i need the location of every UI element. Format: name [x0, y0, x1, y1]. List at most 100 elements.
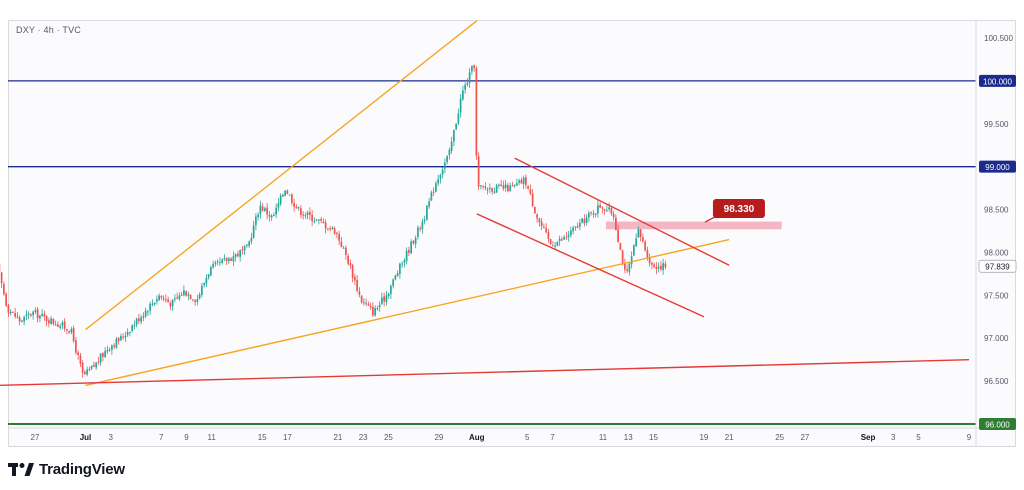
candle-body — [174, 298, 176, 300]
candle-body — [108, 349, 111, 351]
candle-body — [660, 265, 662, 270]
candle-body — [347, 255, 349, 264]
candle-body — [306, 212, 309, 215]
candle-body — [590, 212, 592, 214]
candle-body — [583, 218, 586, 224]
tradingview-logo[interactable]: TradingView — [8, 460, 125, 478]
candle-body — [464, 84, 466, 90]
candle-body — [482, 185, 484, 187]
candle-body — [437, 178, 439, 184]
candle-body — [207, 274, 210, 278]
candle-body — [563, 237, 565, 240]
candle-body — [619, 242, 622, 250]
candle-body — [90, 365, 93, 369]
candle-body — [268, 214, 271, 217]
candle-body — [165, 299, 167, 301]
candle-body — [646, 250, 649, 259]
candle-body — [522, 177, 525, 185]
candle-body — [408, 250, 410, 253]
candle-body — [221, 259, 223, 263]
time-tick-label: 7 — [550, 433, 555, 442]
candle-body — [624, 263, 626, 270]
candle-body — [264, 208, 266, 211]
candle-body — [612, 213, 615, 218]
candle-body — [450, 141, 453, 151]
candle-body — [617, 229, 619, 243]
candle-body — [554, 245, 556, 247]
candle-body — [439, 175, 442, 179]
candle-body — [318, 219, 320, 221]
time-tick-label: 19 — [699, 433, 708, 442]
time-tick-label: 29 — [434, 433, 443, 442]
time-tick-label: 3 — [109, 433, 114, 442]
candle-body — [45, 315, 48, 322]
candle-body — [70, 328, 73, 333]
candle-body — [111, 345, 113, 350]
candle-body — [257, 214, 259, 217]
candle-body — [333, 228, 336, 234]
tradingview-icon — [8, 462, 34, 476]
candle-body — [538, 218, 541, 222]
candle-body — [183, 290, 185, 296]
candle-body — [237, 253, 239, 256]
candle-body — [243, 246, 246, 251]
candle-body — [230, 258, 232, 261]
candle-body — [390, 285, 392, 294]
trendline-channel-top — [514, 157, 730, 266]
candle-body — [219, 262, 221, 264]
chart-title: DXY · 4h · TVC — [16, 25, 81, 35]
candle-body — [329, 228, 331, 230]
candle-body — [162, 298, 165, 300]
candle-body — [480, 185, 482, 187]
tradingview-wordmark: TradingView — [39, 460, 125, 478]
candle-body — [426, 205, 428, 220]
candle-body — [579, 222, 581, 227]
candle-body — [266, 207, 268, 215]
candle-body — [367, 304, 370, 306]
candle-body — [142, 316, 145, 318]
time-tick-label: 7 — [159, 433, 164, 442]
callout-price-label: 98.330 — [724, 204, 755, 215]
candle-body — [126, 332, 129, 335]
callout-box — [712, 199, 765, 218]
trendline-rising-support — [85, 238, 730, 387]
time-tick-label: 21 — [333, 433, 342, 442]
candle-body — [455, 123, 457, 130]
candle-body — [459, 98, 462, 113]
candle-body — [441, 169, 444, 175]
candle-body — [43, 313, 46, 317]
candle-body — [399, 263, 401, 275]
candle-body — [279, 195, 282, 205]
chart-frame[interactable] — [8, 20, 1016, 447]
candle-body — [153, 302, 156, 305]
candle-body — [129, 331, 131, 333]
candle-body — [448, 149, 451, 156]
candle-body — [84, 372, 86, 375]
candle-body — [378, 304, 381, 308]
candle-body — [25, 314, 28, 316]
candle-body — [97, 361, 100, 363]
candle-body — [471, 66, 473, 72]
candle-body — [309, 212, 311, 216]
candle-body — [124, 335, 127, 338]
candle-body — [41, 314, 43, 317]
candle-body — [466, 82, 469, 85]
candle-body — [486, 189, 489, 191]
candle-body — [259, 205, 262, 215]
candle-body — [610, 207, 613, 214]
callout-pointer — [704, 216, 716, 223]
time-tick-label: 23 — [359, 433, 368, 442]
time-tick-label: 25 — [775, 433, 784, 442]
candle-body — [16, 316, 19, 318]
candle-body — [428, 201, 430, 207]
candle-body — [639, 229, 642, 237]
candle-body — [52, 318, 55, 324]
candle-body — [534, 206, 536, 214]
candle-body — [133, 324, 136, 327]
candle-body — [599, 204, 601, 208]
candle-body — [581, 218, 583, 223]
candle-body — [462, 90, 464, 100]
candle-body — [529, 189, 532, 194]
candle-body — [113, 345, 115, 347]
